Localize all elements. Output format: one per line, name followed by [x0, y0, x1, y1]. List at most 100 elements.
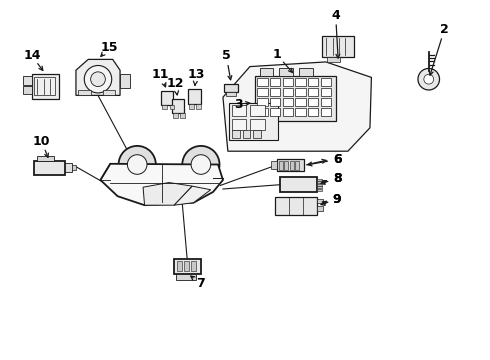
Text: 1: 1	[272, 48, 281, 61]
Bar	[280, 177, 317, 192]
Bar	[229, 103, 278, 140]
Bar	[162, 105, 167, 109]
Bar	[255, 76, 336, 121]
Bar	[317, 179, 322, 181]
Bar	[196, 104, 201, 109]
Bar	[317, 206, 323, 211]
Polygon shape	[76, 59, 120, 95]
Bar	[232, 119, 246, 130]
Text: 2: 2	[440, 23, 449, 36]
Bar	[308, 98, 319, 106]
Bar	[317, 181, 322, 183]
Circle shape	[91, 72, 105, 86]
Circle shape	[119, 146, 156, 183]
Bar	[172, 99, 184, 113]
Text: 8: 8	[333, 172, 342, 185]
Bar	[283, 108, 293, 116]
Bar	[275, 197, 317, 215]
Bar	[270, 98, 280, 106]
Bar	[250, 119, 265, 130]
Bar	[257, 78, 268, 86]
Polygon shape	[223, 62, 371, 151]
Bar	[257, 88, 268, 96]
Text: 5: 5	[222, 49, 231, 62]
Bar	[65, 163, 72, 172]
Bar	[250, 105, 265, 116]
Bar	[283, 78, 293, 86]
Text: 15: 15	[100, 41, 118, 54]
Circle shape	[418, 68, 440, 90]
Polygon shape	[143, 183, 192, 205]
Bar	[317, 199, 323, 203]
Bar	[295, 161, 299, 170]
Bar	[283, 88, 293, 96]
Bar	[270, 108, 280, 116]
Bar	[299, 68, 313, 76]
Bar	[191, 261, 196, 271]
Bar	[78, 90, 91, 95]
Bar	[308, 108, 319, 116]
Text: 9: 9	[333, 193, 342, 206]
Bar	[257, 98, 268, 106]
Bar	[161, 91, 173, 105]
Text: 6: 6	[333, 153, 342, 166]
Text: 10: 10	[33, 135, 50, 148]
Bar	[37, 156, 54, 161]
Bar	[174, 259, 201, 274]
Bar	[271, 161, 277, 169]
Text: 13: 13	[187, 68, 205, 81]
Bar	[253, 130, 261, 138]
Bar	[103, 90, 115, 95]
Bar	[295, 98, 306, 106]
Bar	[279, 161, 283, 170]
Bar	[295, 108, 306, 116]
Bar	[224, 84, 238, 92]
Bar	[277, 159, 304, 171]
Bar	[295, 88, 306, 96]
Bar	[34, 161, 65, 175]
Circle shape	[424, 74, 434, 84]
Text: 3: 3	[234, 98, 243, 111]
Bar	[320, 98, 331, 106]
Bar	[279, 68, 293, 76]
Text: 11: 11	[152, 68, 170, 81]
Bar	[308, 88, 319, 96]
Bar	[260, 68, 273, 76]
Bar	[23, 86, 32, 94]
Bar	[189, 104, 194, 109]
Bar	[226, 92, 236, 96]
Bar	[173, 113, 178, 118]
Text: 7: 7	[196, 277, 205, 290]
Bar	[270, 88, 280, 96]
Bar	[317, 186, 322, 188]
Bar	[308, 78, 319, 86]
Bar	[295, 78, 306, 86]
Text: 6: 6	[333, 153, 342, 166]
Bar	[188, 89, 201, 104]
Text: 14: 14	[23, 49, 41, 62]
Text: 4: 4	[331, 9, 340, 22]
Bar	[270, 78, 280, 86]
Bar	[176, 274, 196, 280]
Bar	[320, 78, 331, 86]
Bar	[184, 261, 189, 271]
Text: 12: 12	[167, 77, 184, 90]
Bar	[327, 57, 340, 62]
Bar	[23, 76, 32, 85]
Bar	[32, 74, 59, 99]
Bar	[284, 161, 288, 170]
Circle shape	[84, 66, 112, 93]
Bar	[232, 105, 246, 116]
Bar	[180, 113, 185, 118]
Polygon shape	[100, 164, 223, 205]
Bar	[317, 184, 322, 186]
Bar	[322, 36, 354, 57]
Bar	[257, 108, 268, 116]
Bar	[177, 261, 182, 271]
Circle shape	[191, 155, 211, 174]
Circle shape	[182, 146, 220, 183]
Bar	[120, 74, 130, 88]
Bar	[34, 77, 55, 95]
Polygon shape	[174, 186, 211, 205]
Bar	[317, 189, 322, 191]
